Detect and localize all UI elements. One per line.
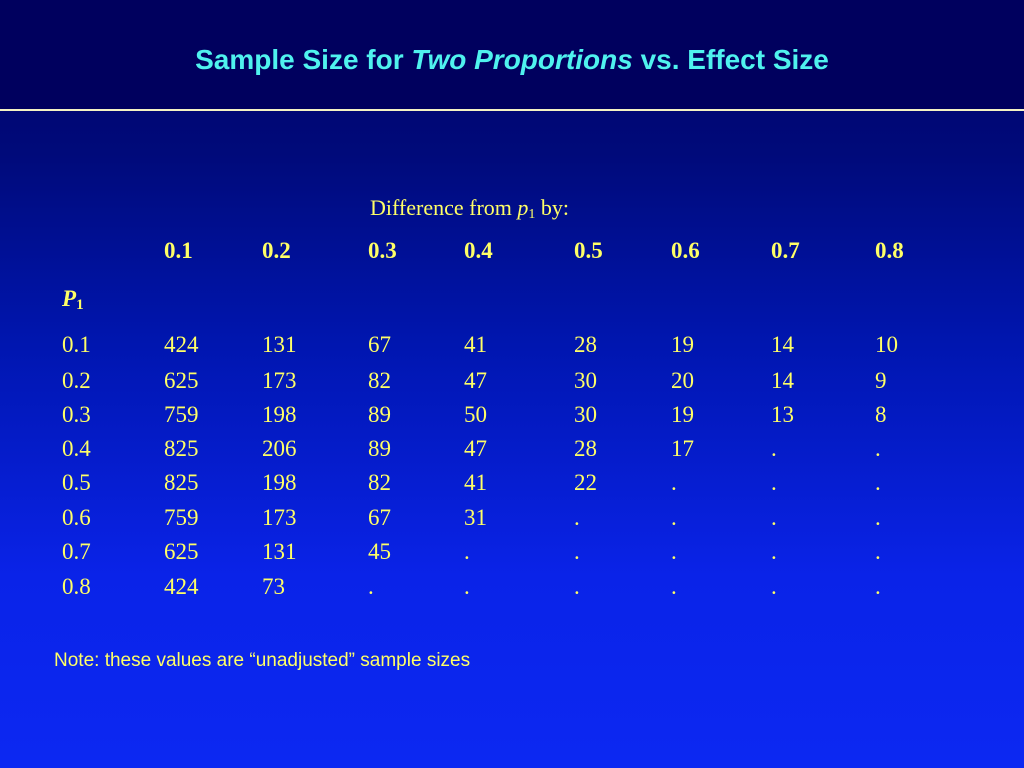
column-header: 0.8 [875,238,904,263]
table-cell: 45 [368,539,391,564]
table-cell: 41 [464,332,487,357]
table-cell: 30 [574,368,597,393]
table-cell: 82 [368,470,391,495]
table-cell: 8 [875,402,887,427]
table-cell: . [875,436,881,461]
table-cell: . [771,470,777,495]
table-cell: . [368,574,374,599]
column-header: 0.7 [771,238,800,263]
row-label: 0.6 [62,505,91,530]
table-cell: 825 [164,436,199,461]
column-header: 0.5 [574,238,603,263]
table-cell: 206 [262,436,297,461]
table-cell: . [574,539,580,564]
table-cell: . [875,505,881,530]
table-cell: 73 [262,574,285,599]
table-cell: . [464,539,470,564]
row-label: 0.2 [62,368,91,393]
table-cell: . [671,505,677,530]
table-cell: . [671,574,677,599]
column-header: 0.4 [464,238,493,263]
row-axis-label: P1 [62,286,84,313]
slide-title-emphasis: Two Proportions [411,44,633,75]
table-cell: 825 [164,470,199,495]
table-cell: 17 [671,436,694,461]
table-cell: 9 [875,368,887,393]
table-cell: 67 [368,332,391,357]
table-cell: 19 [671,402,694,427]
table-cell: 759 [164,505,199,530]
table-cell: 22 [574,470,597,495]
table-cell: 173 [262,368,297,393]
table-cell: 30 [574,402,597,427]
table-cell: . [771,436,777,461]
table-cell: 424 [164,574,199,599]
table-cell: 89 [368,436,391,461]
table-cell: . [875,470,881,495]
column-header: 0.1 [164,238,193,263]
table-cell: 173 [262,505,297,530]
table-cell: 67 [368,505,391,530]
row-label: 0.5 [62,470,91,495]
footnote: Note: these values are “unadjusted” samp… [54,650,471,671]
row-label: 0.8 [62,574,91,599]
table-cell: . [464,574,470,599]
table-cell: 13 [771,402,794,427]
table-cell: 10 [875,332,898,357]
table-cell: 131 [262,539,297,564]
table-cell: 14 [771,332,794,357]
table-cell: . [771,574,777,599]
title-divider [0,109,1024,111]
table-cell: . [771,505,777,530]
table-cell: . [771,539,777,564]
column-header: 0.6 [671,238,700,263]
table-cell: 198 [262,402,297,427]
table-cell: 14 [771,368,794,393]
table-cell: 19 [671,332,694,357]
row-label: 0.1 [62,332,91,357]
table-cell: 82 [368,368,391,393]
table-cell: . [671,470,677,495]
title-band [0,0,1024,109]
table-cell: 47 [464,368,487,393]
table-cell: 625 [164,368,199,393]
table-cell: 625 [164,539,199,564]
table-cell: 198 [262,470,297,495]
table-cell: 28 [574,436,597,461]
table-cell: 20 [671,368,694,393]
table-cell: . [875,574,881,599]
row-label: 0.3 [62,402,91,427]
table-cell: 424 [164,332,199,357]
table-cell: 28 [574,332,597,357]
row-label: 0.4 [62,436,91,461]
table-cell: 50 [464,402,487,427]
table-cell: 41 [464,470,487,495]
column-header: 0.2 [262,238,291,263]
table-cell: 131 [262,332,297,357]
slide-title: Sample Size for Two Proportions vs. Effe… [195,44,829,75]
table-cell: . [574,574,580,599]
table-cell: . [875,539,881,564]
table-cell: . [671,539,677,564]
table-cell: . [574,505,580,530]
row-label: 0.7 [62,539,91,564]
table-caption: Difference from p1 by: [370,195,570,222]
column-header: 0.3 [368,238,397,263]
table-cell: 89 [368,402,391,427]
table-cell: 47 [464,436,487,461]
table-cell: 31 [464,505,487,530]
table-cell: 759 [164,402,199,427]
